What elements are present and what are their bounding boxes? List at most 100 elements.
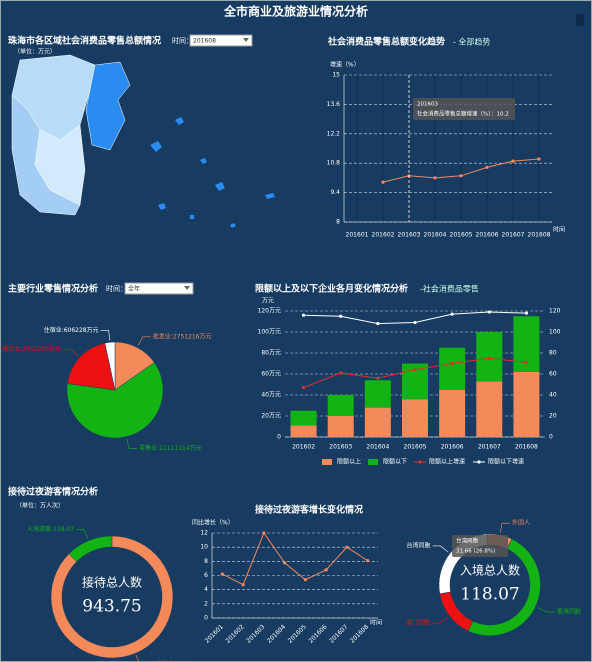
legend-swatch [477, 460, 481, 464]
bar [290, 410, 317, 426]
point [301, 386, 306, 390]
leader-line [537, 607, 555, 613]
tooltip [452, 535, 508, 557]
y-tick-label: 8 [204, 558, 208, 565]
y-tick-label: 0 [277, 434, 281, 441]
legend-label: 限额以上 [337, 458, 361, 466]
point [376, 322, 380, 326]
y-tick-label: 9.4 [330, 189, 340, 196]
point [450, 312, 454, 316]
x-tick-label: 201608 [515, 444, 538, 451]
point [376, 376, 380, 380]
panel-subtitle: -社会消费品零售 [420, 284, 479, 294]
unit-label: （单位：万元） [14, 48, 56, 56]
legend-swatch [418, 460, 422, 464]
y2-tick-label: 120 [549, 308, 561, 315]
x-axis-label: 时间 [370, 619, 382, 627]
x-tick-label: 201606 [441, 444, 464, 451]
x-tick-label: 201604 [366, 444, 389, 451]
slice-label: 台湾同胞 [407, 541, 431, 549]
slice [67, 342, 116, 391]
y-tick-label: 12.2 [327, 130, 341, 137]
select-arrow [243, 38, 249, 42]
legend-swatch [322, 459, 332, 465]
leader-line [126, 438, 138, 449]
bar [439, 389, 466, 437]
slice [66, 362, 164, 439]
point [345, 545, 349, 549]
leader-line [135, 655, 140, 662]
point [537, 157, 541, 161]
y-tick-label: 8 [336, 219, 340, 226]
y2-tick-label: 80 [549, 350, 557, 357]
point [450, 361, 454, 366]
time-select-value: 全年 [128, 285, 140, 293]
y-tick-label: 20万元 [261, 413, 281, 420]
y-tick-label: 100万元 [258, 329, 281, 336]
tooltip-text: 社会消费品零售总额增速（%）：10.2 [417, 110, 509, 118]
slice-label: 入境游客:118.07 [27, 525, 74, 533]
y-tick-label: 80万元 [261, 350, 281, 357]
scroll-handle[interactable] [576, 14, 584, 26]
time-label: 时间： [172, 36, 193, 45]
y-tick-label: 10 [200, 544, 208, 551]
leader-line [137, 336, 151, 346]
select-arrow [184, 286, 190, 290]
point [524, 311, 529, 315]
y-axis-label: 增速（%） [330, 61, 360, 69]
point [524, 360, 529, 365]
point [381, 180, 385, 184]
x-tick-label: 201608 [528, 232, 551, 239]
y-tick-label: 6 [204, 572, 208, 579]
leader-line [499, 522, 511, 534]
leader-line [431, 616, 449, 624]
tooltip-text: 31.66 (26.8%) [456, 549, 495, 555]
x-tick-label: 201606 [476, 232, 499, 239]
slice-label: 国内游客:825.68 [150, 660, 197, 662]
slice-label: 餐饮业:3502000万元 [2, 345, 61, 353]
point [485, 165, 489, 169]
slice-label: 外国人 [512, 519, 530, 527]
time-select[interactable] [124, 282, 194, 295]
x-tick-label: 201601 [346, 232, 369, 239]
slice-label: 批发业:2751216万元 [153, 332, 212, 340]
bar [402, 399, 428, 437]
panel-title: 主要行业零售情况分析 [8, 283, 98, 295]
time-label: 时间： [106, 284, 127, 293]
x-tick-label: 201605 [404, 444, 427, 451]
point [220, 572, 224, 576]
time-select[interactable] [189, 34, 253, 47]
y-tick-label: 2 [204, 600, 208, 607]
point [283, 561, 287, 565]
y-tick-label: 40万元 [261, 392, 281, 399]
x-axis-label: 时间 [553, 226, 565, 234]
slice-label: 香港同胞 [557, 608, 581, 616]
point [262, 531, 266, 535]
y-tick-label: 120万元 [258, 308, 281, 315]
unit-label: （单位：万人次） [16, 502, 64, 510]
tooltip-name: 台湾同胞 [456, 537, 479, 545]
point [487, 356, 491, 360]
bar [513, 371, 540, 437]
y-tick-label: 12 [200, 530, 208, 537]
point [241, 583, 245, 587]
x-tick-label: 201604 [424, 232, 447, 239]
center-value: 118.07 [460, 585, 519, 605]
legend-label: 限额以上增速 [429, 458, 465, 466]
point [366, 559, 370, 563]
point [487, 310, 491, 314]
point [413, 320, 417, 325]
line [222, 531, 368, 586]
page-title: 全市商业及旅游业情况分析 [223, 4, 368, 19]
point [303, 578, 307, 582]
y-tick-label: 4 [204, 586, 208, 593]
y2-tick-label: 100 [549, 329, 561, 336]
y-tick-label: 0 [204, 615, 208, 622]
y2-tick-label: 60 [549, 371, 557, 378]
point [339, 371, 343, 375]
x-tick-label: 201602 [292, 444, 315, 451]
x-tick-label: 201605 [450, 232, 473, 239]
slice [439, 591, 474, 632]
panel-subtitle: - 全部趋势 [453, 37, 490, 47]
bar [364, 407, 391, 437]
